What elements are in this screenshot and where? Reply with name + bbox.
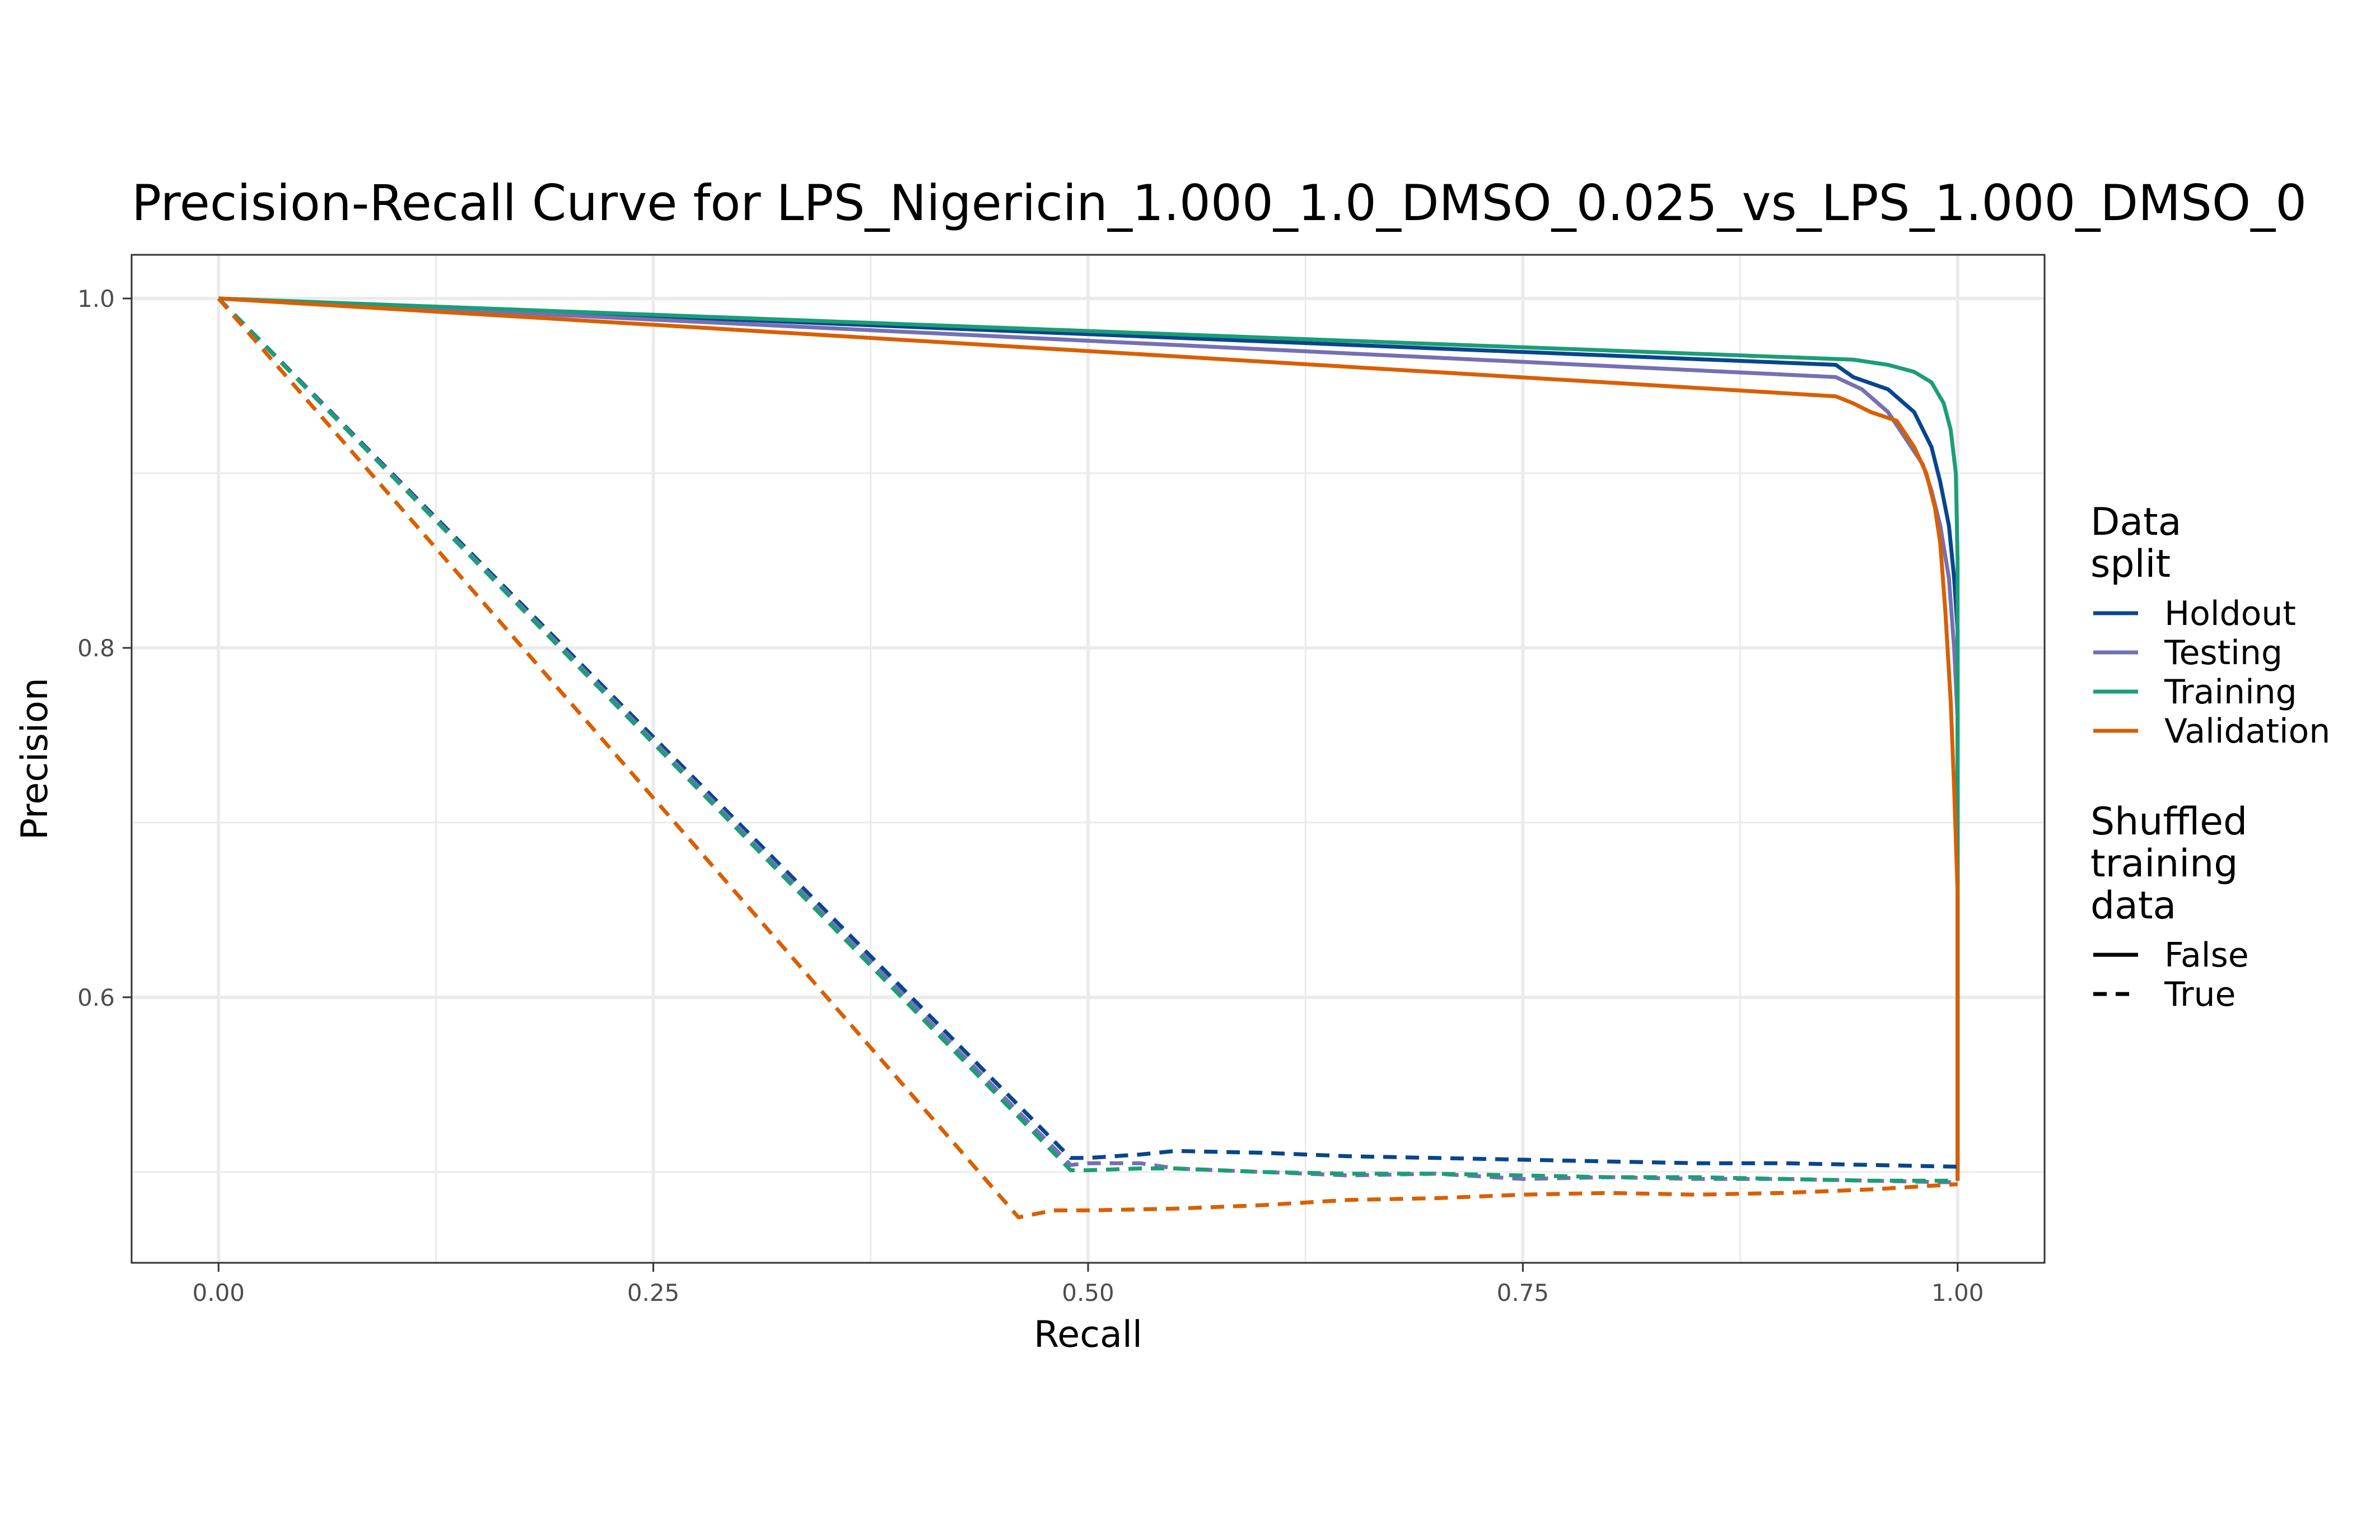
- legend-title-data-split: Data: [2090, 500, 2181, 544]
- x-tick-label: 0.00: [193, 1279, 245, 1306]
- legend-label-testing: Testing: [2164, 633, 2283, 673]
- series-line-validation-shuffled: [217, 297, 1958, 1220]
- x-tick-label: 0.50: [1062, 1279, 1114, 1306]
- legend-title-shuffled: training: [2090, 842, 2238, 886]
- x-axis-label: Recall: [1034, 1314, 1142, 1356]
- series-line-holdout-shuffled: [217, 297, 1958, 1169]
- series-lines: [217, 296, 1960, 1220]
- y-tick-label: 0.6: [77, 984, 115, 1011]
- legend-label-training: Training: [2164, 673, 2297, 712]
- series-line-training: [218, 296, 1960, 1172]
- legend-label-false: False: [2164, 936, 2249, 975]
- y-tick-label: 1.0: [77, 285, 115, 312]
- legend-label-true: True: [2164, 975, 2236, 1014]
- y-tick-label: 0.8: [77, 634, 115, 662]
- y-axis-label: Precision: [14, 678, 56, 840]
- legend-label-holdout: Holdout: [2164, 594, 2296, 633]
- x-axis-ticks: 0.00 0.25 0.50 0.75 1.00: [193, 1263, 1984, 1306]
- series-line-holdout: [218, 296, 1960, 1181]
- grid-lines: [132, 255, 2045, 1263]
- series-line-training-shuffled: [217, 297, 1958, 1183]
- legend-title-data-split: split: [2090, 542, 2171, 586]
- series-line-testing-shuffled: [217, 297, 1958, 1184]
- legend-title-shuffled: data: [2090, 884, 2176, 928]
- series-line-validation: [218, 296, 1960, 1181]
- chart-title: Precision-Recall Curve for LPS_Nigericin…: [132, 174, 2307, 232]
- x-tick-label: 0.25: [627, 1279, 680, 1306]
- legend-title-shuffled: Shuffled: [2090, 800, 2247, 844]
- y-axis-ticks: 0.6 0.8 1.0: [77, 285, 132, 1011]
- x-tick-label: 0.75: [1497, 1279, 1550, 1306]
- legend-label-validation: Validation: [2164, 712, 2330, 751]
- x-tick-label: 1.00: [1931, 1279, 1984, 1306]
